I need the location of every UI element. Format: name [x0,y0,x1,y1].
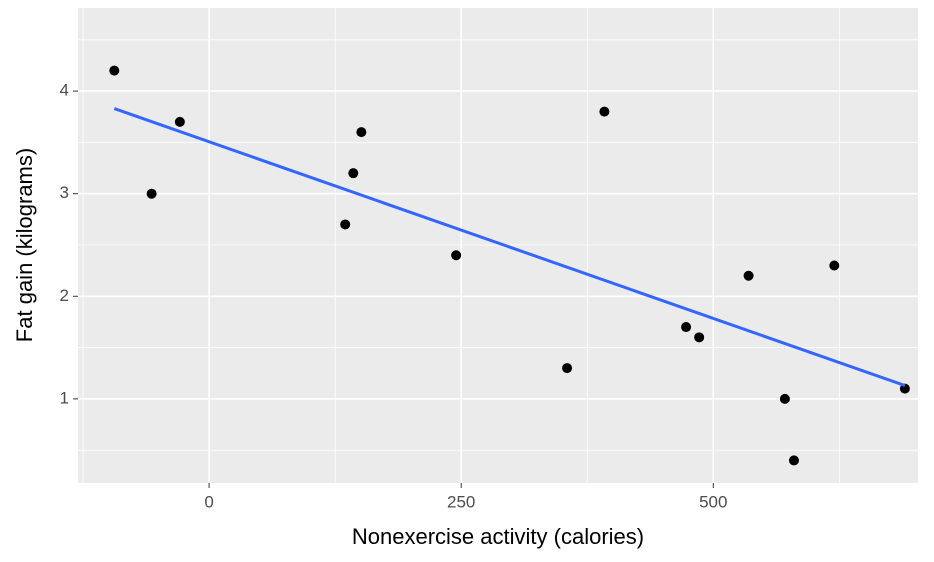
point [829,260,840,271]
panel [78,8,918,483]
point [779,393,790,404]
point [109,65,120,76]
point [146,188,157,199]
point [681,322,692,333]
y-tick-label: 3 [60,183,69,202]
point [694,332,705,343]
point [743,270,754,281]
point [599,106,610,117]
point [348,168,359,179]
point [788,455,799,466]
point [340,219,351,230]
x-axis-title: Nonexercise activity (calories) [352,524,644,549]
point [174,116,185,127]
y-tick-label: 1 [60,388,69,407]
point [356,127,367,138]
fit-line [113,107,906,387]
y-tick-label: 4 [60,81,69,100]
x-tick-label: 250 [447,492,475,511]
y-tick-label: 2 [60,286,69,305]
x-tick-label: 500 [699,492,727,511]
y-axis-title: Fat gain (kilograms) [12,148,37,342]
point [451,250,462,261]
point [562,363,573,374]
x-tick-label: 0 [204,492,213,511]
